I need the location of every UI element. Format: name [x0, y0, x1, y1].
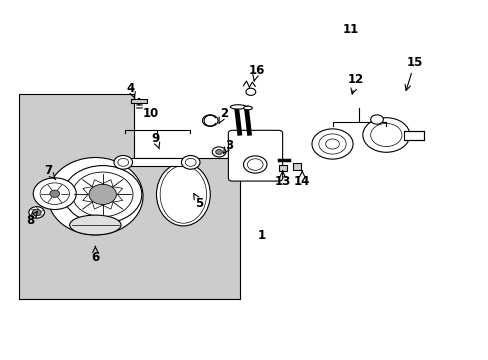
Circle shape — [50, 190, 60, 197]
Circle shape — [202, 115, 218, 126]
Circle shape — [72, 172, 133, 217]
Text: 9: 9 — [151, 132, 159, 145]
Text: 7: 7 — [44, 165, 52, 177]
Circle shape — [318, 134, 346, 154]
Circle shape — [245, 88, 255, 95]
Circle shape — [311, 129, 352, 159]
Polygon shape — [19, 94, 239, 299]
Circle shape — [40, 183, 69, 204]
Ellipse shape — [230, 105, 245, 109]
Circle shape — [212, 147, 225, 157]
Text: 3: 3 — [224, 139, 232, 152]
Text: 4: 4 — [127, 82, 135, 95]
Circle shape — [362, 118, 409, 152]
Circle shape — [114, 156, 132, 169]
Bar — [278, 165, 286, 171]
Circle shape — [29, 207, 44, 218]
Text: 6: 6 — [91, 251, 99, 264]
Circle shape — [370, 123, 401, 147]
Ellipse shape — [48, 158, 142, 235]
Circle shape — [370, 115, 383, 124]
Circle shape — [181, 156, 200, 169]
Text: 1: 1 — [257, 229, 265, 242]
Ellipse shape — [160, 166, 206, 223]
Circle shape — [33, 178, 76, 210]
Circle shape — [32, 209, 41, 216]
Bar — [131, 99, 146, 103]
Circle shape — [63, 166, 142, 223]
Text: 11: 11 — [342, 23, 359, 36]
Ellipse shape — [243, 106, 252, 110]
Text: 15: 15 — [406, 57, 422, 69]
Text: 8: 8 — [26, 214, 34, 227]
Circle shape — [243, 156, 266, 173]
Ellipse shape — [69, 215, 121, 235]
Text: 16: 16 — [248, 64, 264, 77]
Text: 12: 12 — [347, 73, 364, 86]
Ellipse shape — [156, 163, 210, 226]
FancyBboxPatch shape — [228, 130, 282, 181]
Text: 14: 14 — [293, 175, 310, 188]
Bar — [121, 158, 192, 166]
Bar — [293, 163, 300, 170]
Circle shape — [325, 139, 339, 149]
Text: 2: 2 — [220, 107, 227, 120]
Text: 10: 10 — [142, 107, 159, 120]
Circle shape — [89, 184, 116, 204]
Bar — [403, 131, 424, 140]
Circle shape — [215, 149, 222, 154]
Text: 13: 13 — [274, 175, 290, 188]
Text: 5: 5 — [195, 197, 203, 210]
